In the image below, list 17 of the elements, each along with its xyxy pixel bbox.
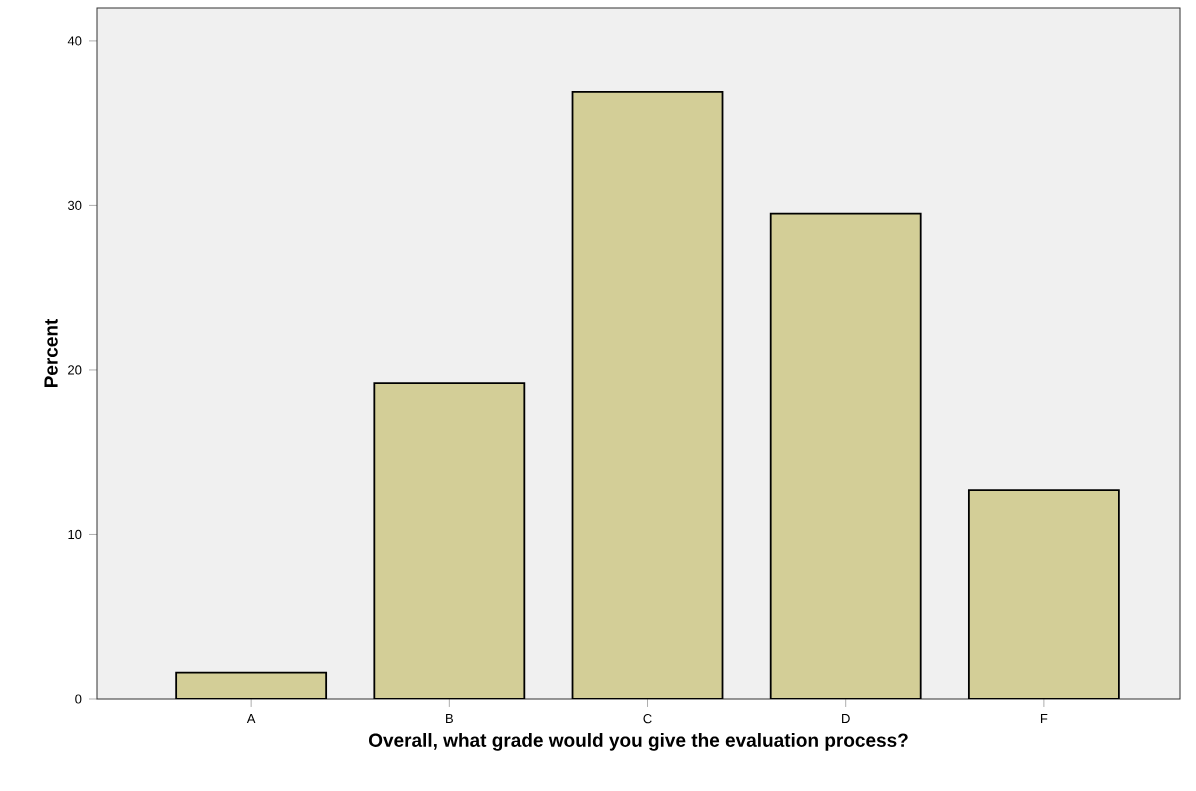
- y-axis-title: Percent: [44, 318, 58, 388]
- x-axis-title: Overall, what grade would you give the evaluation process?: [369, 732, 908, 751]
- bar: [175, 671, 328, 699]
- y-tick-label: 30: [67, 200, 82, 211]
- bar: [571, 91, 724, 699]
- x-tick-label: D: [842, 714, 850, 723]
- x-tick-label: A: [246, 714, 256, 723]
- bar: [967, 489, 1120, 699]
- bar: [769, 212, 922, 699]
- y-tick-label: 0: [75, 694, 82, 704]
- x-tick-label: C: [643, 714, 652, 724]
- bar: [373, 382, 526, 699]
- y-tick-label: 40: [67, 36, 82, 46]
- y-tick-label: 20: [68, 365, 82, 375]
- x-tick-label: B: [446, 714, 453, 723]
- x-tick-label: F: [1040, 714, 1048, 723]
- y-tick-label: 10: [68, 529, 82, 540]
